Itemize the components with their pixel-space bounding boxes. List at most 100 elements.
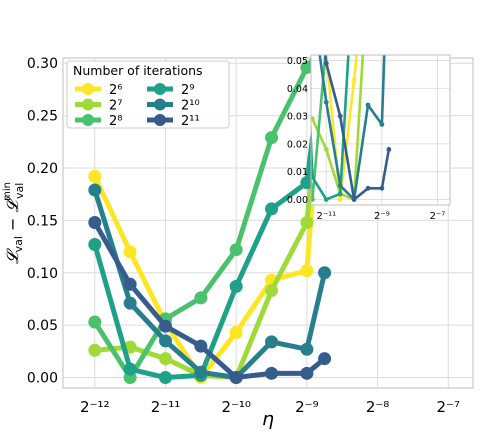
legend-label: 2⁶ [109, 83, 122, 98]
inset-data-point [351, 197, 357, 202]
data-point [318, 352, 332, 366]
data-point [229, 279, 243, 293]
inset-data-point [311, 174, 315, 180]
inset-data-point [337, 183, 343, 188]
x-tick-label: 2⁻¹⁰ [221, 398, 251, 416]
y-tick-label: 0.10 [27, 266, 58, 282]
data-point [88, 315, 102, 329]
data-point [123, 245, 137, 259]
data-point [300, 342, 314, 356]
inset-x-tick-label: 2⁻⁷ [430, 211, 446, 222]
legend-marker [154, 114, 166, 126]
main-plot-frame [62, 57, 474, 389]
legend-item: 2¹⁰ [147, 98, 200, 114]
data-point [88, 215, 102, 229]
x-axis-label: η [262, 408, 274, 430]
data-point [88, 343, 102, 357]
inset-series-line [311, 55, 350, 201]
data-point [265, 284, 279, 298]
data-point [88, 169, 102, 183]
inset-data-point [310, 0, 315, 5]
legend-title: Number of iterations [73, 63, 203, 78]
legend-label: 2¹⁰ [181, 99, 200, 114]
data-point [265, 202, 279, 216]
inset-data-point [296, 125, 301, 130]
data-point [88, 183, 102, 197]
data-point [159, 334, 172, 348]
inset-y-tick-label: 0.03 [287, 112, 308, 123]
x-tick-label: 2⁻⁸ [366, 398, 389, 416]
data-point [229, 325, 243, 339]
inset-data-point [351, 77, 357, 83]
inset-series-line [318, 55, 386, 201]
y-tick-label: 0.05 [27, 318, 58, 334]
legend-item: 2⁸ [75, 114, 122, 129]
inset-x-tick-label: 2⁻¹¹ [316, 211, 336, 222]
data-point [194, 339, 208, 353]
legend-item: 2⁷ [75, 98, 122, 114]
inset-data-point [365, 185, 371, 191]
inset-data-point [337, 113, 343, 119]
inset-y-tick-label: 0.02 [287, 139, 308, 150]
data-point [300, 215, 314, 229]
inset-data-point [379, 185, 385, 191]
inset-series-line [311, 55, 327, 201]
y-tick-label: 0.20 [27, 161, 58, 177]
legend-item: 2¹¹ [147, 114, 200, 129]
legend-label: 2¹¹ [181, 114, 200, 129]
y-axis-label: 𝓛val − 𝓛minval [2, 182, 26, 264]
inset-series-line [324, 55, 358, 201]
legend-marker [82, 98, 94, 111]
inset-data-point [337, 191, 343, 197]
data-point [194, 365, 208, 379]
data-point [318, 266, 332, 280]
inset-series [296, 0, 392, 202]
inset-y-tick-label: 0.05 [287, 56, 308, 67]
data-point [88, 237, 102, 251]
inset-data-point [337, 197, 343, 202]
legend-label: 2⁹ [181, 83, 194, 98]
data-point [123, 362, 137, 376]
x-tick-label: 2⁻¹² [80, 398, 110, 416]
data-point [300, 176, 314, 190]
inset-data-point [296, 50, 301, 55]
inset-y-tick-label: 0.01 [287, 167, 308, 178]
inset-data-point [323, 60, 329, 66]
data-point [159, 319, 172, 333]
legend-label: 2⁷ [109, 99, 122, 114]
y-tick-label: 0.25 [27, 109, 58, 125]
inset-data-point [311, 197, 315, 202]
legend-item: 2⁹ [147, 83, 194, 98]
data-point [318, 36, 331, 49]
data-point [194, 291, 208, 305]
main-y-tick-labels: 0.00 0.05 0.10 0.15 0.20 0.25 0.30 [27, 56, 58, 386]
data-point [159, 352, 172, 366]
inset-data-point [386, 147, 392, 152]
inset-data-point [311, 116, 315, 122]
legend-box [66, 60, 230, 129]
data-point [318, 36, 331, 49]
legend-item: 2⁶ [75, 83, 122, 98]
y-tick-label: 0.00 [27, 371, 58, 387]
inset-x-tick-labels: 2⁻¹¹ 2⁻⁹ 2⁻⁷ [316, 211, 445, 222]
inset-data-point [323, 99, 329, 105]
y-tick-label: 0.15 [27, 213, 58, 229]
main-series [88, 36, 332, 385]
x-tick-label: 2⁻¹¹ [151, 398, 181, 416]
data-point [159, 371, 172, 385]
inset-y-tick-label: 0.04 [287, 84, 308, 95]
y-tick-label: 0.30 [27, 56, 58, 72]
inset-plot: 0.00 0.01 0.02 0.03 0.04 0.05 2⁻¹¹ 2⁻⁹ 2⁻⁷ [287, 0, 451, 222]
data-point [300, 264, 314, 278]
data-point [229, 371, 243, 385]
data-point [300, 60, 314, 74]
legend-marker [154, 98, 166, 111]
data-point [265, 366, 279, 380]
x-tick-label: 2⁻⁹ [295, 398, 318, 416]
data-point [123, 277, 137, 291]
inset-y-tick-labels: 0.00 0.01 0.02 0.03 0.04 0.05 [287, 56, 308, 206]
inset-data-point [323, 197, 329, 202]
legend-marker [82, 114, 94, 126]
